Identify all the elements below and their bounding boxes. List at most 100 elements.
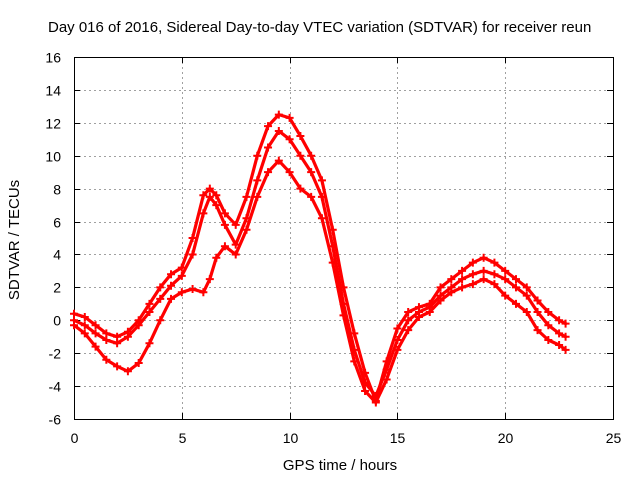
x-tick-label: 20 — [498, 430, 514, 446]
data-point-marker — [317, 214, 326, 223]
data-point-marker — [212, 191, 221, 200]
data-point-marker — [561, 332, 570, 341]
data-point-marker — [561, 319, 570, 328]
data-point-marker — [522, 291, 531, 300]
data-point-marker — [404, 308, 413, 317]
data-point-marker — [134, 359, 143, 368]
data-point-marker — [555, 316, 564, 325]
data-point-marker — [220, 220, 229, 229]
data-point-marker — [145, 308, 154, 317]
data-point-marker — [339, 311, 348, 320]
data-point-marker — [544, 321, 553, 330]
x-tick-label: 10 — [283, 430, 299, 446]
data-point-marker — [199, 209, 208, 218]
data-point-marker — [231, 250, 240, 259]
data-point-marker — [393, 336, 402, 345]
y-tick-label: -4 — [49, 379, 62, 395]
data-point-marker — [253, 176, 262, 185]
data-point-marker — [123, 367, 132, 376]
data-point-marker — [212, 201, 221, 210]
data-point-marker — [425, 308, 434, 317]
data-point-marker — [167, 294, 176, 303]
x-axis-label: GPS time / hours — [283, 457, 397, 474]
data-point-marker — [458, 283, 467, 292]
data-point-marker — [80, 312, 89, 321]
data-point-marker — [102, 355, 111, 364]
data-point-marker — [113, 362, 122, 371]
data-point-marker — [80, 329, 89, 338]
data-point-marker — [296, 151, 305, 160]
data-point-marker — [177, 288, 186, 297]
data-point-marker — [479, 266, 488, 275]
data-point-marker — [199, 288, 208, 297]
data-point-marker — [134, 321, 143, 330]
y-axis-ticks: -6 -4 -2 0 2 4 6 8 10 12 14 16 — [45, 50, 613, 428]
data-point-marker — [533, 296, 542, 305]
y-axis-label: SDTVAR / TECUs — [6, 180, 23, 300]
x-tick-label: 15 — [390, 430, 406, 446]
y-tick-label: 14 — [45, 83, 61, 99]
data-point-marker — [479, 253, 488, 262]
data-point-marker — [522, 308, 531, 317]
data-point-marker — [404, 316, 413, 325]
data-point-marker — [264, 143, 273, 152]
data-point-marker — [511, 299, 520, 308]
data-point-marker — [80, 321, 89, 330]
data-point-marker — [285, 135, 294, 144]
data-point-marker — [436, 283, 445, 292]
data-point-marker — [285, 168, 294, 177]
data-point-marker — [350, 357, 359, 366]
data-point-marker — [70, 321, 78, 330]
data-point-marker — [490, 270, 499, 279]
data-point-marker — [307, 192, 316, 201]
data-point-marker — [501, 291, 510, 300]
data-point-marker — [156, 294, 165, 303]
data-point-marker — [317, 192, 326, 201]
data-point-marker — [511, 283, 520, 292]
data-point-marker — [212, 253, 221, 262]
y-tick-label: 16 — [45, 50, 61, 66]
data-point-marker — [307, 168, 316, 177]
data-point-marker — [274, 110, 283, 119]
data-point-marker — [274, 127, 283, 136]
data-point-marker — [522, 283, 531, 292]
data-point-marker — [156, 283, 165, 292]
chart-title: Day 016 of 2016, Sidereal Day-to-day VTE… — [48, 19, 591, 36]
data-point-marker — [91, 342, 100, 351]
data-point-marker — [231, 220, 240, 229]
data-point-marker — [511, 275, 520, 284]
data-point-marker — [123, 332, 132, 341]
data-point-marker — [447, 288, 456, 297]
data-point-marker — [220, 242, 229, 251]
data-point-marker — [167, 270, 176, 279]
data-point-marker — [490, 280, 499, 289]
data-point-marker — [414, 312, 423, 321]
satellite-track-1 — [72, 112, 568, 403]
data-point-marker — [468, 258, 477, 267]
data-point-marker — [113, 339, 122, 348]
data-point-marker — [404, 326, 413, 335]
grid-lines — [74, 57, 613, 419]
data-point-marker — [307, 151, 316, 160]
data-point-marker — [328, 258, 337, 267]
data-point-marker — [501, 266, 510, 275]
y-tick-label: 2 — [53, 280, 61, 296]
y-tick-label: 12 — [45, 116, 61, 132]
x-tick-label: 5 — [179, 430, 187, 446]
data-point-marker — [274, 156, 283, 165]
data-point-marker — [361, 387, 370, 396]
data-point-marker — [167, 281, 176, 290]
y-tick-label: -6 — [49, 412, 62, 428]
data-point-marker — [188, 250, 197, 259]
data-point-marker — [490, 258, 499, 267]
data-series — [70, 110, 570, 407]
data-point-marker — [188, 285, 197, 294]
data-point-marker — [188, 234, 197, 242]
plot-frame — [74, 57, 614, 420]
data-point-marker — [91, 329, 100, 338]
data-point-marker — [561, 345, 570, 354]
data-point-marker — [468, 270, 477, 279]
data-point-marker — [544, 336, 553, 345]
x-tick-label: 25 — [606, 430, 622, 446]
